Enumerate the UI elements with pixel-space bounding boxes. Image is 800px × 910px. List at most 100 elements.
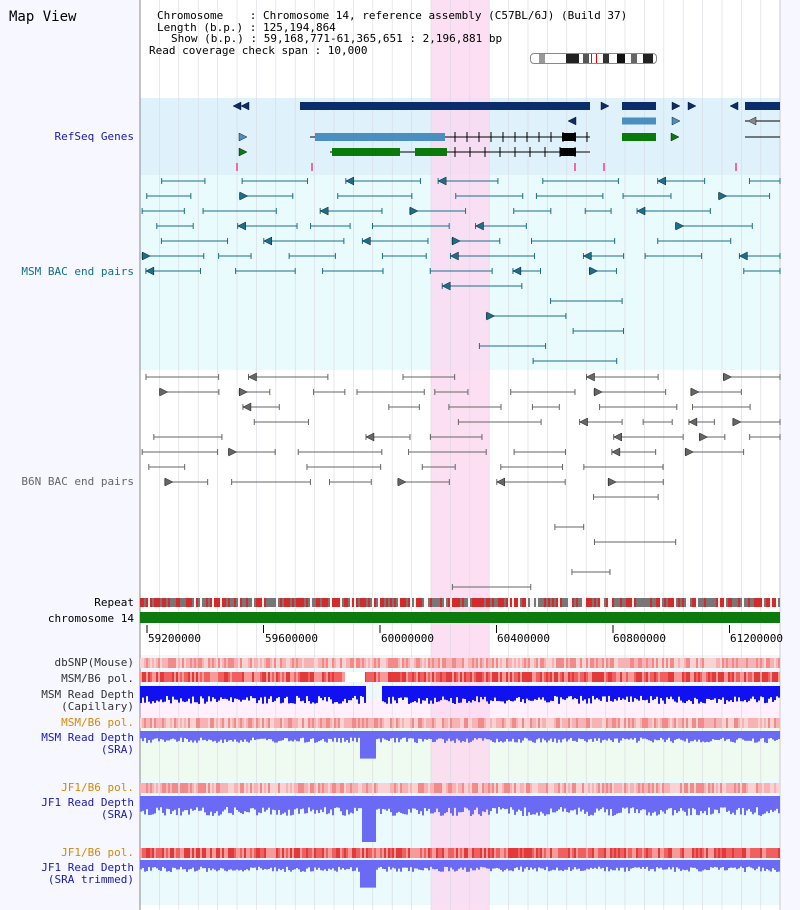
pol-heat-mark (164, 848, 166, 858)
pol-heat-mark (364, 783, 366, 793)
depth-bar (232, 860, 234, 871)
depth-bar (298, 731, 300, 742)
depth-bar (688, 686, 690, 700)
pol-heat-mark (530, 672, 532, 682)
track-label-jf1-depth-sra-1[interactable]: JF1 Read Depth (41, 796, 134, 809)
pol-heat-mark (420, 718, 422, 728)
pol-heat-mark (168, 718, 170, 728)
repeat-mark (616, 598, 618, 607)
pol-heat-mark (344, 848, 346, 858)
track-label-msm-depth-cap-1[interactable]: MSM Read Depth (41, 688, 134, 701)
pol-heat-mark (630, 718, 632, 728)
pol-heat-mark (430, 672, 432, 682)
depth-bar (246, 731, 248, 742)
track-label-msm-b6-pol-2[interactable]: MSM/B6 pol. (61, 716, 134, 729)
pol-heat-mark (484, 848, 486, 858)
depth-bar (512, 686, 514, 702)
repeat-mark (318, 598, 320, 607)
pol-heat-mark (726, 848, 728, 858)
pol-heat-mark (256, 658, 258, 668)
depth-bar (160, 796, 162, 808)
repeat-mark (276, 598, 278, 607)
pol-heat-mark (498, 848, 500, 858)
pol-heat-mark (496, 783, 498, 793)
pol-heat-mark (714, 718, 716, 728)
strand-arrow (512, 266, 522, 276)
pol-heat-mark (312, 658, 314, 668)
gene-exon (560, 148, 576, 156)
depth-bar (726, 796, 728, 812)
pol-heat-mark (566, 783, 568, 793)
depth-bar (336, 860, 338, 872)
pol-heat-mark (562, 672, 564, 682)
pol-heat-mark (512, 783, 514, 793)
pol-heat-mark (470, 672, 472, 682)
pol-heat-mark (776, 718, 778, 728)
depth-bar (458, 796, 460, 813)
depth-bar (292, 731, 294, 742)
depth-bar (254, 860, 256, 868)
pol-heat-mark (170, 783, 172, 793)
pol-heat-mark (196, 718, 198, 728)
depth-bar (530, 731, 532, 741)
pol-heat-mark (230, 718, 232, 728)
pol-heat-mark (358, 718, 360, 728)
depth-bar (204, 731, 206, 740)
depth-bar (572, 860, 574, 870)
track-label-refseq[interactable]: RefSeq Genes (54, 130, 134, 143)
chromosome-ideogram[interactable] (530, 53, 657, 64)
depth-bar (520, 686, 522, 702)
track-label-msm-depth-sra-1[interactable]: MSM Read Depth (41, 731, 134, 744)
depth-bar (662, 731, 664, 740)
depth-bar (670, 860, 672, 870)
depth-bar (568, 686, 570, 697)
depth-bar (492, 860, 494, 869)
pol-heat-mark (188, 658, 190, 668)
pol-heat-mark (508, 848, 510, 858)
track-label-msm-b6-pol-1[interactable]: MSM/B6 pol. (61, 672, 134, 685)
repeat-mark (682, 598, 684, 607)
depth-bar (556, 731, 558, 743)
pol-heat-mark (152, 658, 154, 668)
depth-bar (516, 796, 518, 812)
track-label-jf1-b6-pol-1[interactable]: JF1/B6 pol. (61, 781, 134, 794)
pol-heat-mark (602, 672, 604, 682)
depth-bar (406, 860, 408, 868)
pol-heat-mark (216, 672, 218, 682)
pol-heat-mark (704, 672, 706, 682)
depth-bar (702, 860, 704, 871)
depth-bar (458, 731, 460, 741)
depth-bar (698, 731, 700, 740)
depth-bar (322, 686, 324, 701)
pol-heat-mark (226, 672, 228, 682)
track-label-jf1-depth-trim-1[interactable]: JF1 Read Depth (41, 861, 134, 874)
track-label-jf1-b6-pol-2[interactable]: JF1/B6 pol. (61, 846, 134, 859)
pol-heat-mark (430, 718, 432, 728)
track-label-msm-depth-cap-2: (Capillary) (61, 700, 134, 713)
pol-heat-mark (276, 672, 278, 682)
repeat-mark (506, 598, 508, 607)
pol-heat-mark (378, 848, 380, 858)
depth-bar (572, 731, 574, 741)
depth-bar (248, 686, 250, 701)
track-label-dbsnp[interactable]: dbSNP(Mouse) (54, 656, 134, 669)
depth-bar (422, 860, 424, 871)
pol-heat-mark (148, 718, 150, 728)
depth-bar (342, 686, 344, 702)
pol-heat-mark (234, 658, 236, 668)
depth-bar (364, 860, 366, 888)
pol-heat-mark (156, 672, 158, 682)
repeat-mark (388, 598, 390, 607)
pol-heat-mark (622, 783, 624, 793)
pol-heat-mark (488, 848, 490, 858)
depth-bar (580, 686, 582, 696)
track-label-msm-bac[interactable]: MSM BAC end pairs (21, 265, 134, 278)
depth-bar (560, 686, 562, 698)
pol-heat-mark (420, 658, 422, 668)
depth-bar (534, 796, 536, 815)
repeat-mark (500, 598, 502, 607)
pol-heat-mark (458, 658, 460, 668)
pol-heat-mark (246, 658, 248, 668)
track-label-b6n-bac[interactable]: B6N BAC end pairs (21, 475, 134, 488)
